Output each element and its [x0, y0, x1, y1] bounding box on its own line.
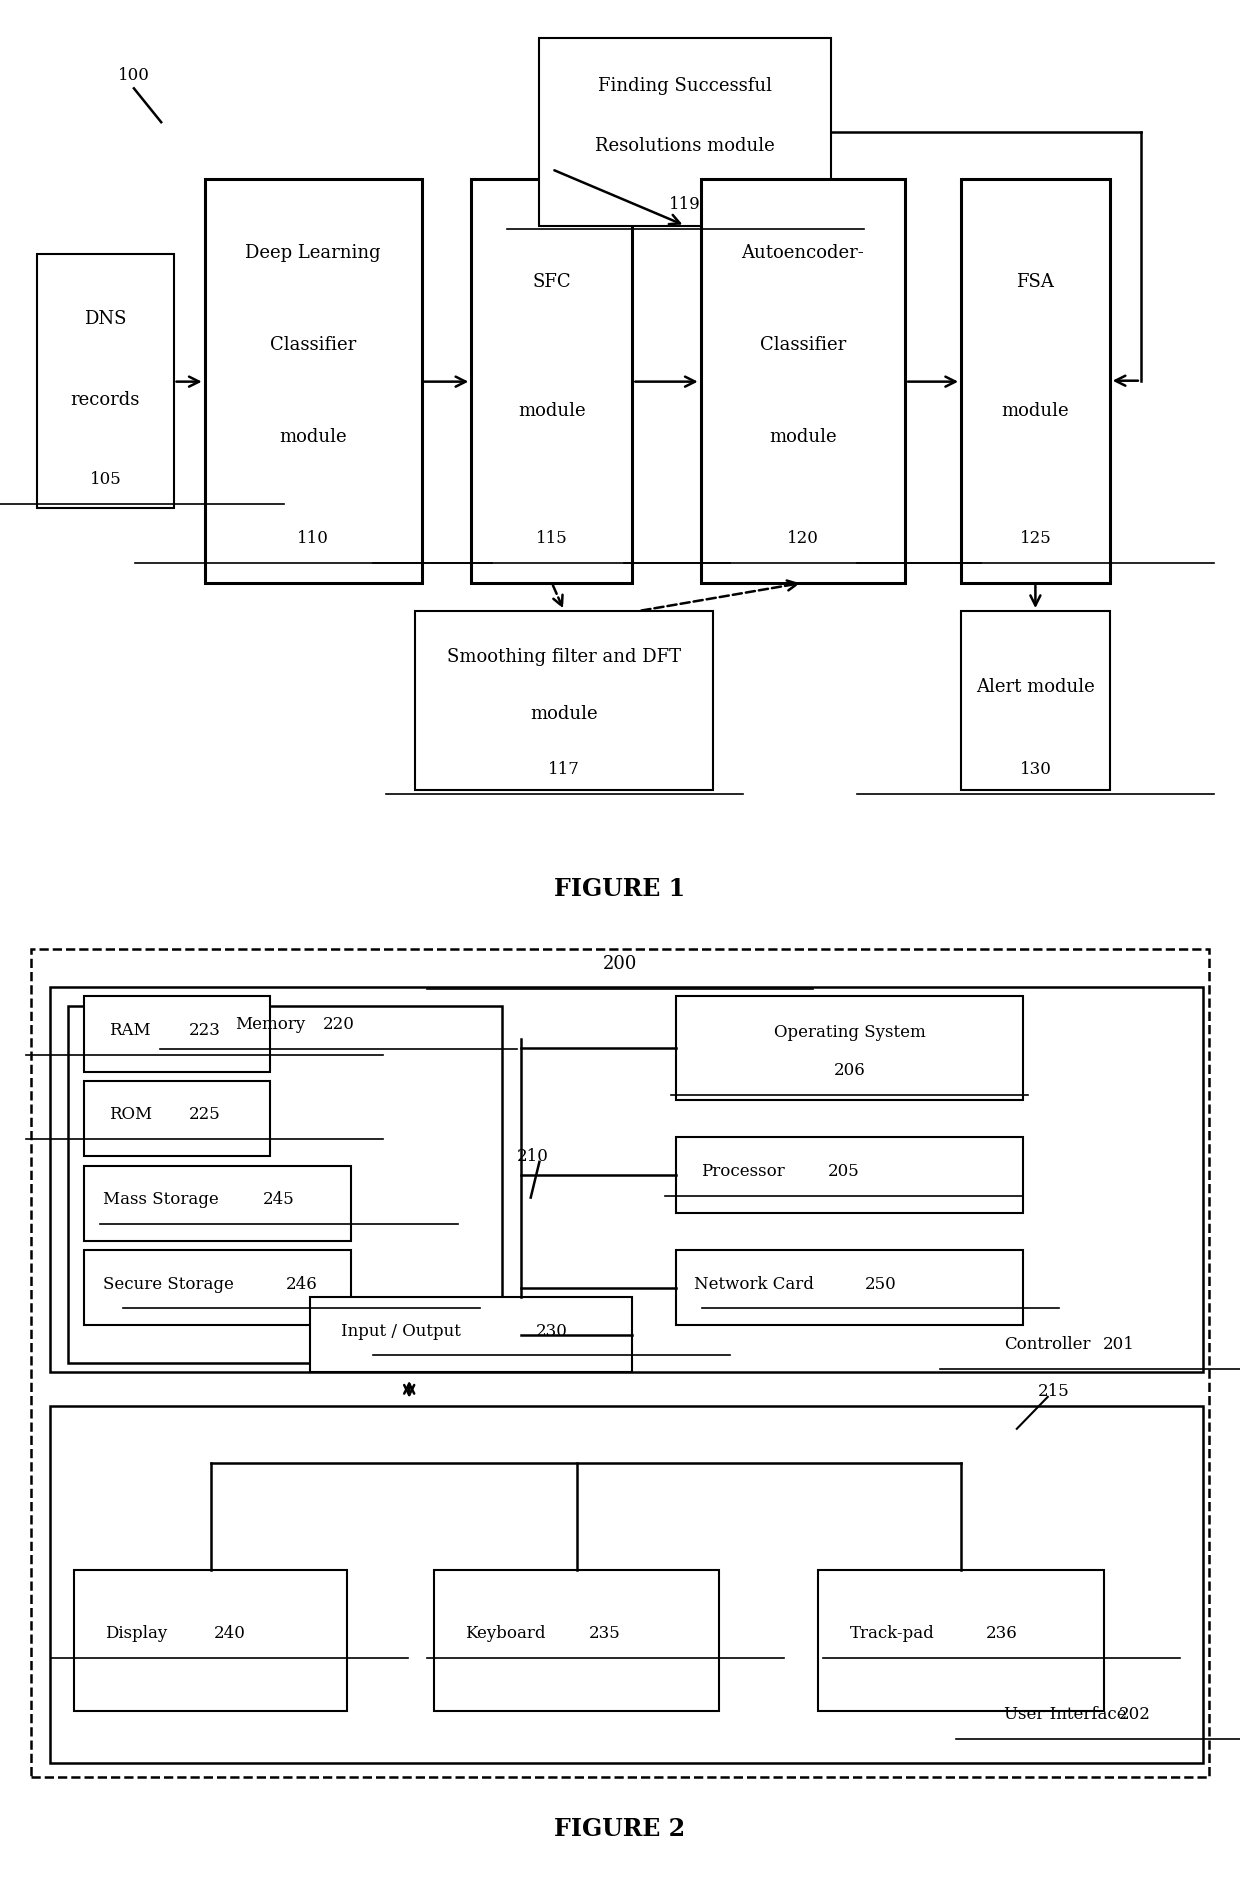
Text: 210: 210 — [517, 1147, 549, 1166]
Text: 205: 205 — [827, 1162, 859, 1181]
Text: 100: 100 — [118, 66, 150, 85]
Text: module: module — [531, 705, 598, 724]
Bar — [310, 1297, 632, 1372]
Text: 105: 105 — [89, 472, 122, 489]
Text: Display: Display — [105, 1624, 167, 1641]
Text: 240: 240 — [213, 1624, 246, 1641]
Bar — [50, 987, 1203, 1372]
Text: 235: 235 — [589, 1624, 621, 1641]
Bar — [415, 611, 713, 790]
Text: 119: 119 — [670, 196, 701, 214]
Bar — [818, 1570, 1104, 1711]
Bar — [676, 1250, 1023, 1325]
Text: Controller: Controller — [1004, 1335, 1091, 1354]
Bar — [961, 611, 1110, 790]
Text: Network Card: Network Card — [694, 1275, 815, 1293]
Bar — [84, 1250, 351, 1325]
Text: 220: 220 — [322, 1015, 355, 1034]
Text: RAM: RAM — [109, 1021, 151, 1040]
Text: Input / Output: Input / Output — [341, 1322, 461, 1340]
Text: Secure Storage: Secure Storage — [103, 1275, 234, 1293]
Bar — [84, 1166, 351, 1241]
Text: Deep Learning: Deep Learning — [246, 244, 381, 261]
Text: 250: 250 — [864, 1275, 897, 1293]
Text: Smoothing filter and DFT: Smoothing filter and DFT — [448, 649, 681, 666]
Bar — [31, 949, 1209, 1777]
Text: 120: 120 — [787, 530, 818, 547]
Text: Resolutions module: Resolutions module — [595, 137, 775, 154]
Text: Operating System: Operating System — [774, 1025, 925, 1042]
Bar — [961, 179, 1110, 583]
Text: DNS: DNS — [84, 310, 126, 327]
Text: 246: 246 — [285, 1275, 317, 1293]
Bar — [37, 254, 174, 508]
Text: Alert module: Alert module — [976, 679, 1095, 696]
Bar — [539, 38, 831, 226]
Bar — [205, 179, 422, 583]
Bar — [434, 1570, 719, 1711]
Text: FIGURE 1: FIGURE 1 — [554, 878, 686, 901]
Text: Finding Successful: Finding Successful — [598, 77, 773, 94]
Text: Mass Storage: Mass Storage — [103, 1190, 218, 1209]
Text: SFC: SFC — [532, 273, 572, 291]
Text: 206: 206 — [833, 1062, 866, 1079]
Text: Memory: Memory — [236, 1015, 306, 1034]
Text: 223: 223 — [188, 1021, 221, 1040]
Text: FSA: FSA — [1017, 273, 1054, 291]
Text: 225: 225 — [188, 1105, 221, 1124]
Text: 117: 117 — [548, 761, 580, 778]
Bar — [471, 179, 632, 583]
Text: Classifier: Classifier — [760, 337, 846, 353]
Text: module: module — [279, 429, 347, 446]
Text: 200: 200 — [603, 955, 637, 974]
Text: ROM: ROM — [109, 1105, 153, 1124]
Text: 215: 215 — [1038, 1382, 1070, 1401]
Text: Classifier: Classifier — [270, 337, 356, 353]
Bar — [676, 1137, 1023, 1213]
Text: 115: 115 — [536, 530, 568, 547]
Text: 201: 201 — [1102, 1335, 1135, 1354]
Text: 230: 230 — [536, 1322, 568, 1340]
Text: Processor: Processor — [701, 1162, 785, 1181]
Bar — [676, 996, 1023, 1100]
Text: Autoencoder-: Autoencoder- — [742, 244, 864, 261]
Bar — [84, 1081, 270, 1156]
Bar — [68, 1006, 502, 1363]
Text: 130: 130 — [1019, 761, 1052, 778]
Text: module: module — [518, 402, 585, 421]
Bar — [701, 179, 905, 583]
Bar — [84, 996, 270, 1072]
Text: FIGURE 2: FIGURE 2 — [554, 1818, 686, 1841]
Text: module: module — [769, 429, 837, 446]
Text: 110: 110 — [298, 530, 329, 547]
Bar — [74, 1570, 347, 1711]
Text: User Interface: User Interface — [1004, 1705, 1127, 1724]
Text: 236: 236 — [986, 1624, 1018, 1641]
Text: 125: 125 — [1019, 530, 1052, 547]
Text: Track-pad: Track-pad — [849, 1624, 934, 1641]
Bar — [50, 1406, 1203, 1763]
Text: Keyboard: Keyboard — [465, 1624, 546, 1641]
Text: 202: 202 — [1118, 1705, 1151, 1724]
Text: 245: 245 — [263, 1190, 295, 1209]
Text: module: module — [1002, 402, 1069, 421]
Text: records: records — [71, 391, 140, 410]
